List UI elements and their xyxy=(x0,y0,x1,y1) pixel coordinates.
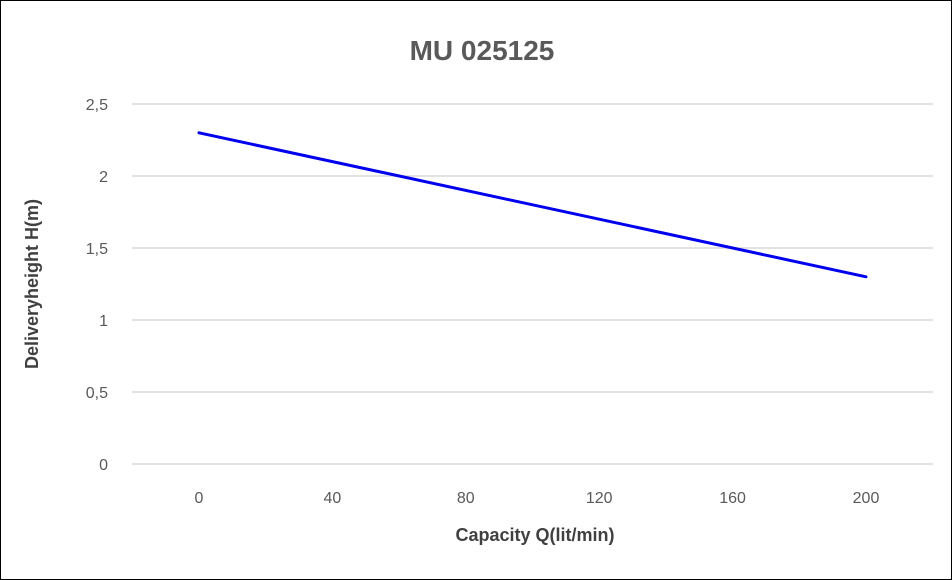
x-tick-label: 80 xyxy=(457,490,475,507)
y-axis-label: Deliveryheight H(m) xyxy=(22,199,42,369)
series-line xyxy=(197,131,868,279)
y-tick-label: 2,5 xyxy=(86,97,108,114)
x-tick-label: 200 xyxy=(853,490,880,507)
y-axis-ticks: 0 0,5 1 1,5 2 2,5 xyxy=(86,97,108,474)
x-tick-label: 40 xyxy=(324,490,342,507)
y-tick-label: 2 xyxy=(99,169,108,186)
x-tick-label: 160 xyxy=(719,490,746,507)
x-tick-label: 0 xyxy=(195,490,204,507)
y-tick-label: 0,5 xyxy=(86,385,108,402)
y-tick-label: 1,5 xyxy=(86,241,108,258)
series-layer xyxy=(197,131,868,279)
x-axis-label: Capacity Q(lit/min) xyxy=(455,525,614,545)
x-axis-ticks: 0 40 80 120 160 200 xyxy=(195,490,880,507)
chart-title: MU 025125 xyxy=(410,35,555,66)
y-tick-label: 0 xyxy=(99,457,108,474)
gridlines xyxy=(132,103,933,465)
y-tick-label: 1 xyxy=(99,313,108,330)
x-tick-label: 120 xyxy=(586,490,613,507)
